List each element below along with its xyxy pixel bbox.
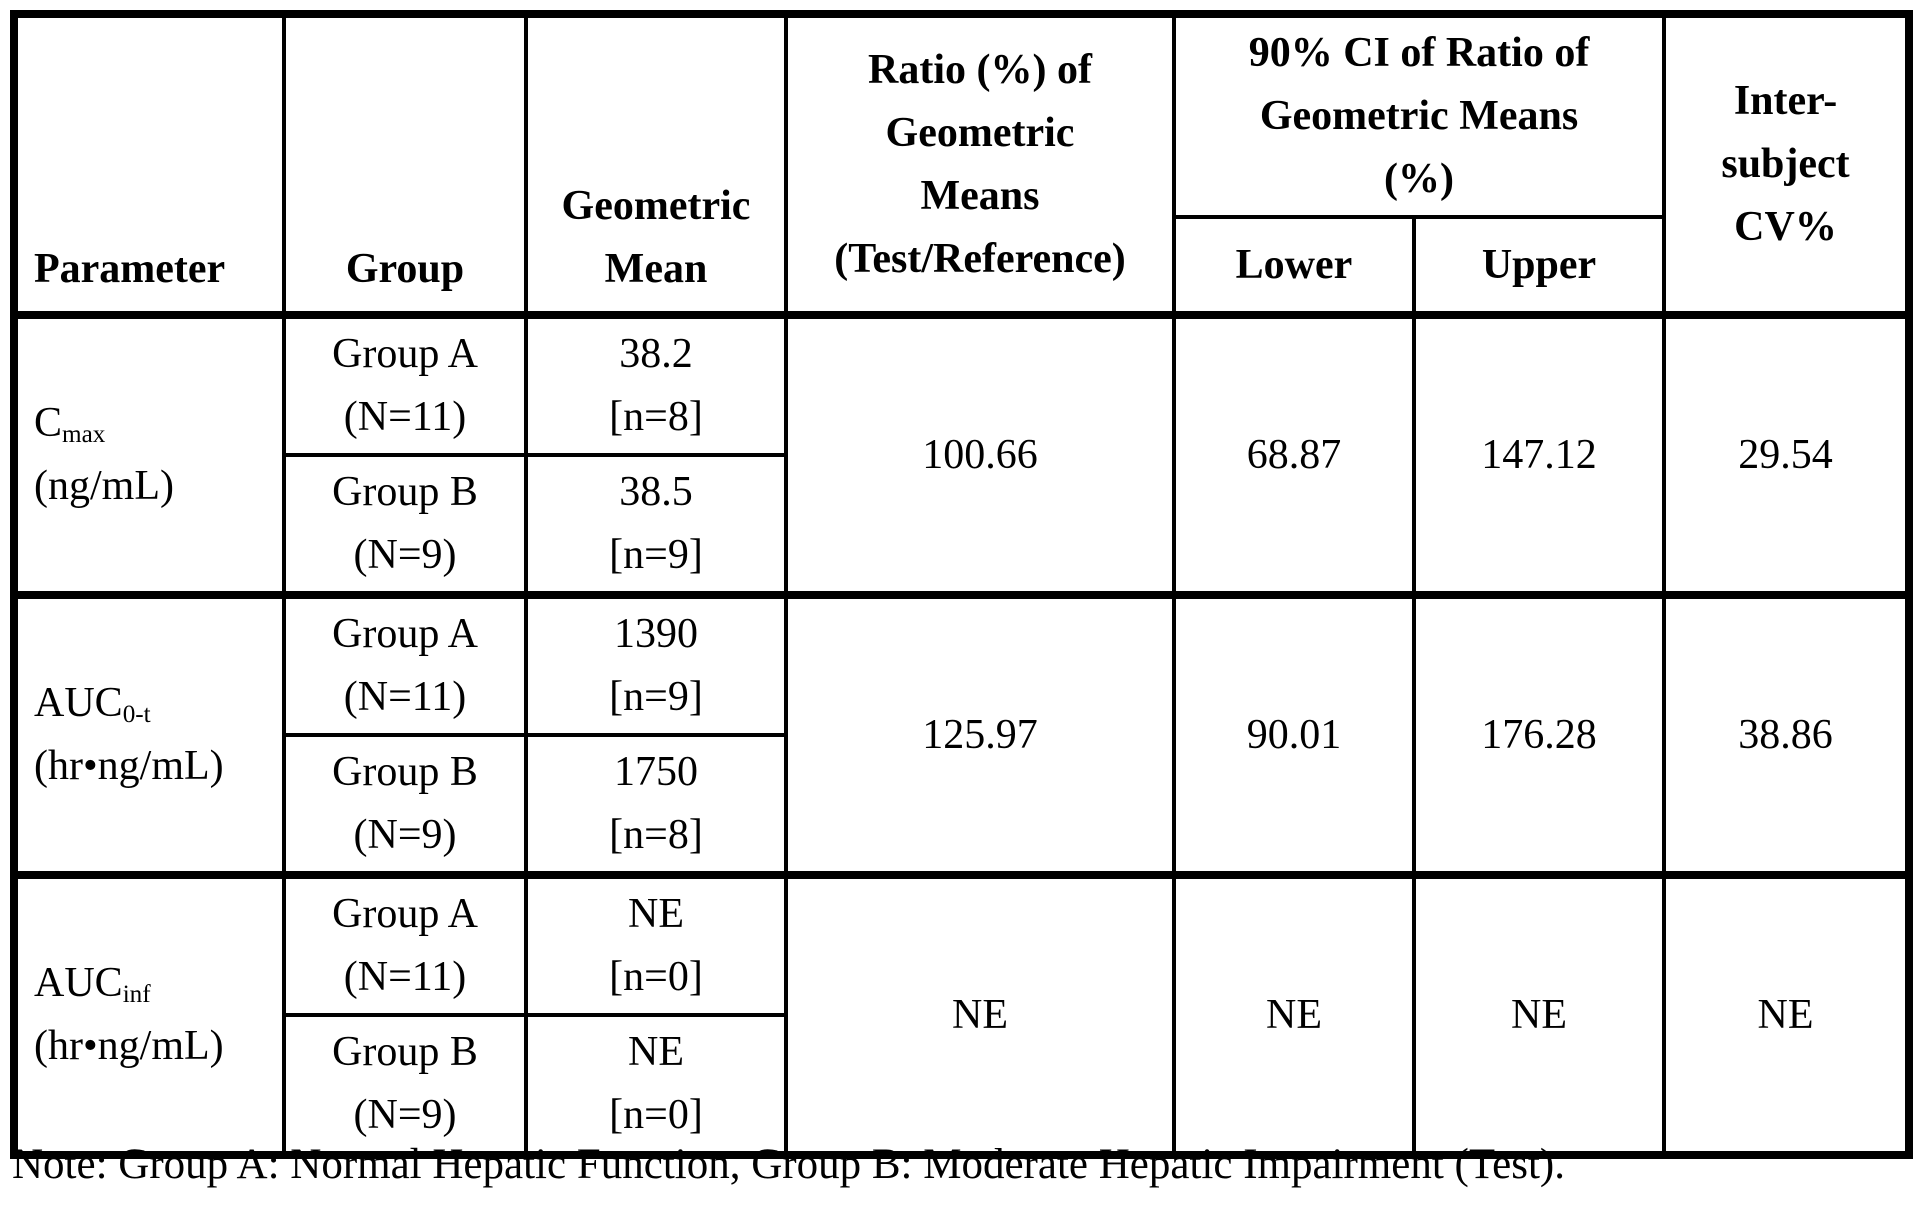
param-unit: (hr•ng/mL)	[34, 1023, 224, 1069]
pk-parameters-table: Parameter Group Geometric Mean Ratio (%)…	[10, 10, 1914, 1159]
header-row-2: Lower Upper	[14, 215, 1909, 319]
table-footnote: Note: Group A: Normal Hepatic Function, …	[12, 1141, 1565, 1188]
cell-ci-lower: NE	[1172, 871, 1416, 1157]
header-ci-lower: Lower	[1172, 215, 1416, 319]
cell-ci-lower: 68.87	[1172, 313, 1416, 597]
cell-ci-upper: NE	[1411, 871, 1667, 1157]
header-intersubject-cv: Inter- subject CV%	[1662, 12, 1912, 319]
row-cmax-group-a: Cmax (ng/mL) Group A (N=11) 38.2 [n=8] 1…	[12, 313, 1912, 597]
param-cmax: Cmax (ng/mL)	[12, 313, 286, 597]
cell-ratio: NE	[784, 871, 1176, 1157]
cell-group: Group A (N=11)	[282, 871, 528, 1017]
row-aucinf-group-b: Group B (N=9) NE [n=0]	[14, 1013, 1909, 1157]
cell-cv: 38.86	[1662, 591, 1912, 877]
header-group: Group	[282, 12, 528, 319]
cell-geo-mean: NE [n=0]	[524, 871, 788, 1017]
subscript: 0-t	[122, 700, 151, 728]
param-unit: (hr•ng/mL)	[34, 743, 224, 789]
cell-ratio: 125.97	[784, 591, 1176, 877]
subscript: max	[62, 420, 106, 448]
cell-ci-upper: 176.28	[1411, 591, 1667, 877]
cell-group: Group B (N=9)	[282, 733, 528, 877]
header-90ci: 90% CI of Ratio of Geometric Means (%)	[1171, 12, 1667, 219]
cell-geo-mean: 1390 [n=9]	[524, 591, 788, 737]
cell-group: Group A (N=11)	[282, 313, 528, 457]
cell-geo-mean: 38.2 [n=8]	[524, 313, 788, 457]
cell-group: Group A (N=11)	[282, 591, 528, 737]
row-auc0t-group-b: Group B (N=9) 1750 [n=8]	[14, 733, 1909, 877]
header-ratio: Ratio (%) of Geometric Means (Test/Refer…	[784, 12, 1176, 319]
cell-group: Group B (N=9)	[282, 453, 528, 597]
param-unit: (ng/mL)	[34, 463, 174, 509]
cell-geo-mean: 1750 [n=8]	[524, 733, 788, 877]
cell-group: Group B (N=9)	[282, 1013, 528, 1157]
header-ci-upper: Upper	[1411, 215, 1667, 319]
row-aucinf-group-a: AUCinf (hr•ng/mL) Group A (N=11) NE [n=0…	[12, 871, 1912, 1157]
cell-ci-lower: 90.01	[1172, 591, 1416, 877]
cell-ratio: 100.66	[784, 313, 1176, 597]
cell-cv: 29.54	[1662, 313, 1912, 597]
cell-ci-upper: 147.12	[1411, 313, 1667, 597]
param-aucinf: AUCinf (hr•ng/mL)	[12, 871, 286, 1157]
cell-geo-mean: NE [n=0]	[524, 1013, 788, 1157]
param-auc0t: AUC0-t (hr•ng/mL)	[12, 591, 286, 877]
cell-cv: NE	[1662, 871, 1912, 1157]
header-geometric-mean: Geometric Mean	[524, 12, 788, 319]
cell-geo-mean: 38.5 [n=9]	[524, 453, 788, 597]
header-row-1: Parameter Group Geometric Mean Ratio (%)…	[12, 12, 1912, 319]
row-cmax-group-b: Group B (N=9) 38.5 [n=9]	[14, 453, 1909, 597]
subscript: inf	[122, 980, 151, 1008]
row-auc0t-group-a: AUC0-t (hr•ng/mL) Group A (N=11) 1390 [n…	[12, 591, 1912, 877]
header-parameter: Parameter	[12, 12, 286, 319]
